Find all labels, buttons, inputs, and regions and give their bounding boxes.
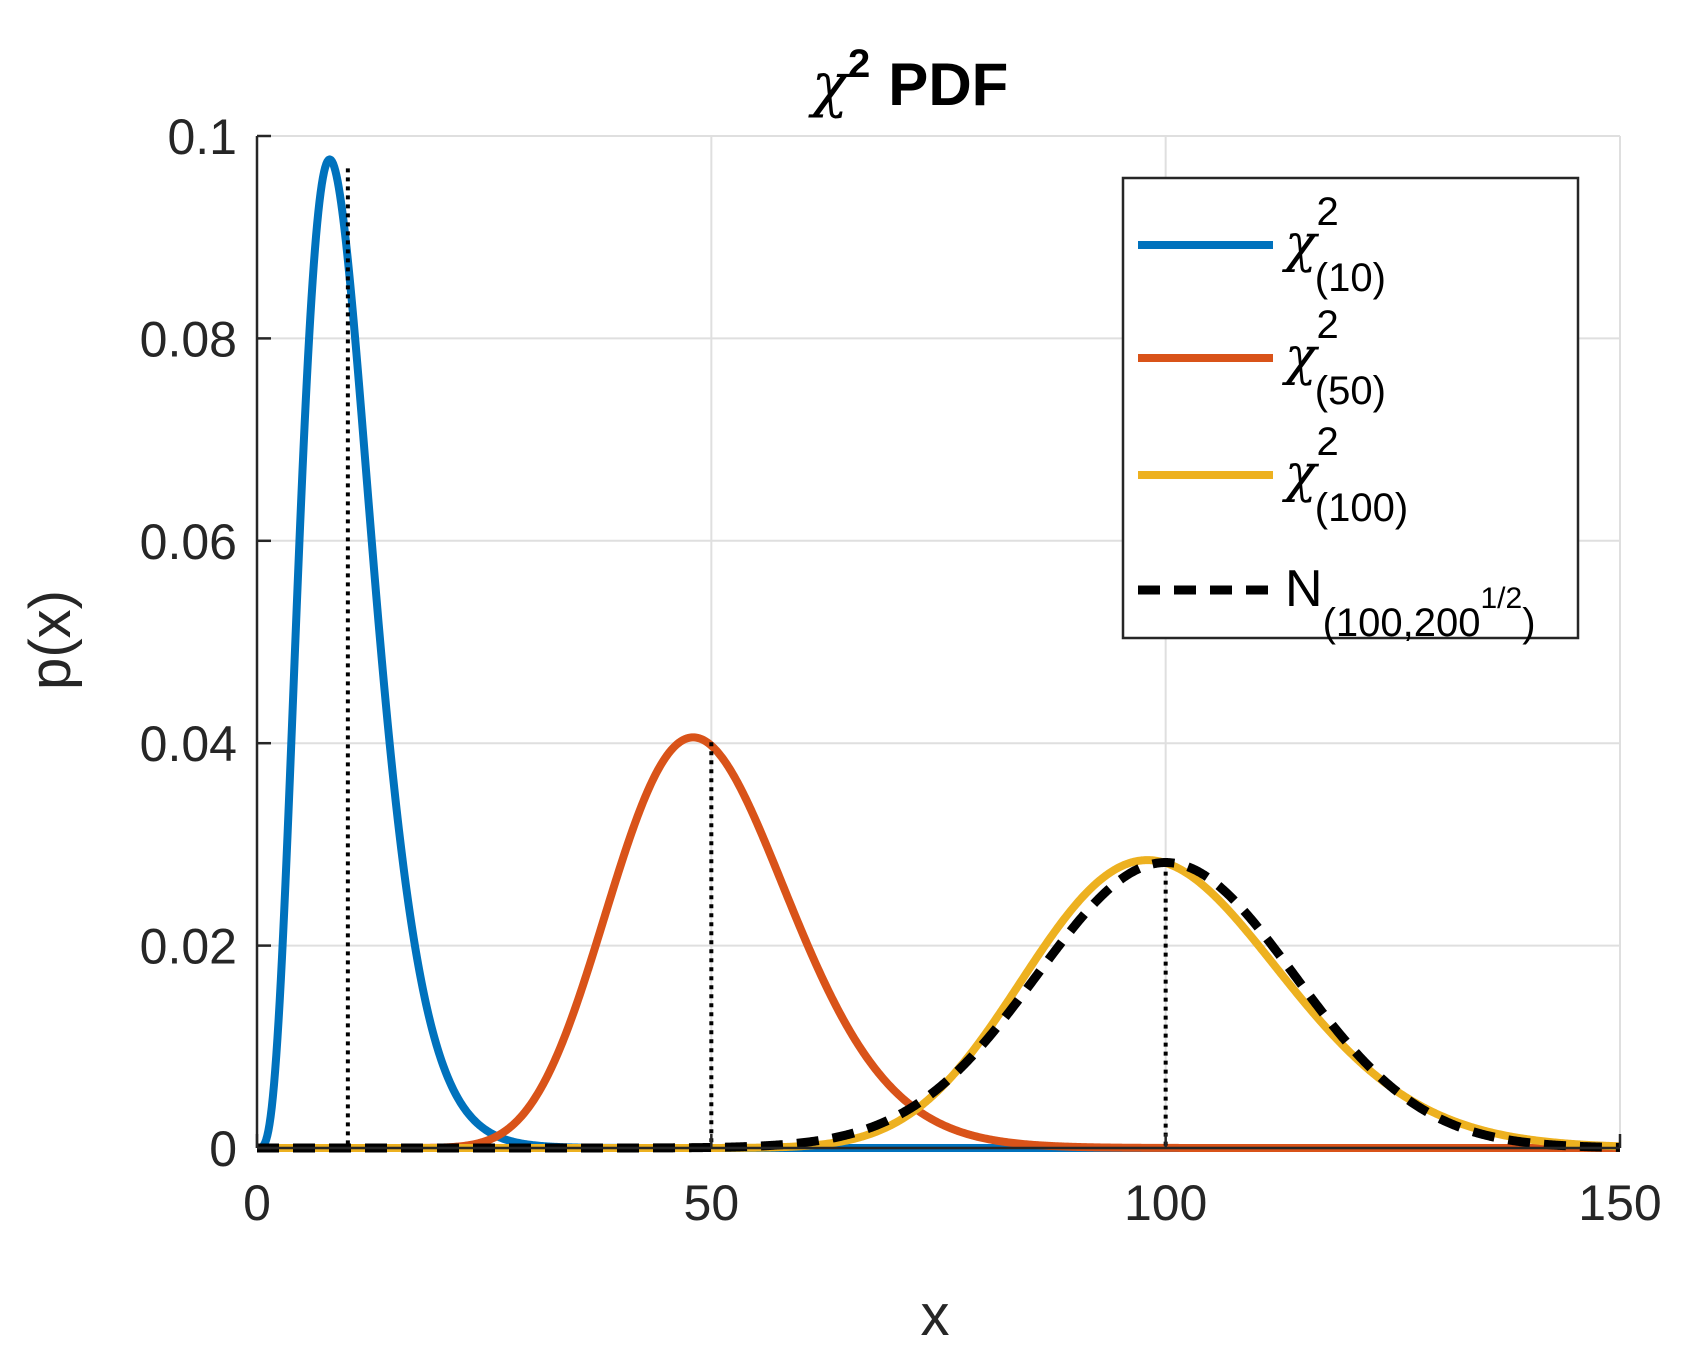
legend-box	[1121, 176, 1580, 640]
legend-label-normal: N(100,2001/2)	[1285, 560, 1536, 645]
x-axis-label: x	[921, 1283, 950, 1348]
chart-title: χ2 PDF	[808, 42, 1009, 120]
legend-label-chi50: χ2 (50)	[1281, 303, 1386, 413]
y-tick-label-1: 0.02	[140, 919, 237, 975]
chart-title-chi: χ	[808, 50, 852, 120]
y-axis-label: p(x)	[18, 590, 83, 690]
x-tick-label-2: 100	[1124, 1175, 1207, 1231]
chart-title-sup: 2	[848, 42, 870, 86]
y-tick-label-4: 0.08	[140, 311, 237, 367]
legend: χ2 (10)χ2 (50)χ2 (100) N(100,2001/2)	[1121, 176, 1580, 645]
y-tick-label-5: 0.1	[167, 109, 237, 165]
y-tick-label-0: 0	[209, 1121, 237, 1177]
chart-title-text: PDF	[888, 51, 1008, 118]
x-tick-label-0: 0	[243, 1175, 271, 1231]
y-tick-label-2: 0.04	[140, 716, 237, 772]
x-tick-label-3: 150	[1578, 1175, 1661, 1231]
axes: 0 50 100 150 0 0.02 0.04 0.06 0.08 0.1	[140, 109, 1662, 1231]
legend-label-chi10: χ2 (10)	[1281, 190, 1386, 300]
x-tick-label-1: 50	[684, 1175, 740, 1231]
legend-label-chi100: χ2 (100)	[1281, 420, 1408, 530]
y-tick-label-3: 0.06	[140, 514, 237, 570]
